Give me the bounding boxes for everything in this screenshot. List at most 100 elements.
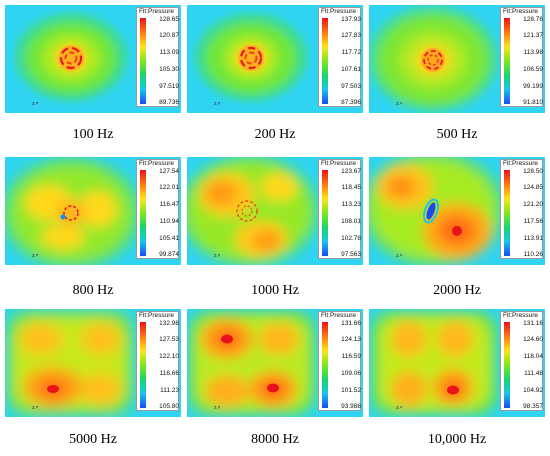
tick-label: 89.736 xyxy=(159,99,179,106)
colorbar: Flt:Pressure 128.65 120.87 113.09 105.30… xyxy=(136,7,179,107)
tick-label: 110.94 xyxy=(159,218,179,225)
colorbar-gradient xyxy=(140,170,146,256)
colorbar-title: Flt:Pressure xyxy=(139,312,175,319)
colorbar-gradient xyxy=(504,170,510,256)
tick-label: 128.76 xyxy=(523,16,543,23)
tick-label: 120.87 xyxy=(159,32,179,39)
tick-label: 113.91 xyxy=(523,235,543,242)
pressure-map-5000hz: Flt:Pressure 132.96 127.53 122.10 116.66… xyxy=(5,309,181,417)
pressure-map-1000hz: Flt:Pressure 123.67 118.45 113.23 108.01… xyxy=(187,157,363,265)
tick-label: 107.61 xyxy=(341,66,361,73)
tick-label: 117.56 xyxy=(523,218,543,225)
tick-label: 105.80 xyxy=(159,403,179,410)
tick-label: 111.23 xyxy=(160,387,179,394)
colorbar-title: Flt:Pressure xyxy=(321,160,357,167)
pressure-map-2000hz: Flt:Pressure 128.50 124.85 121.20 117.56… xyxy=(369,157,545,265)
tick-label: 113.23 xyxy=(341,201,361,208)
tick-label: 124.13 xyxy=(341,336,361,343)
colorbar-gradient xyxy=(504,322,510,408)
tick-label: 108.01 xyxy=(341,218,361,225)
tick-label: 131.66 xyxy=(341,320,361,327)
pressure-map-800hz: Flt:Pressure 127.54 122.01 116.47 110.94… xyxy=(5,157,181,265)
colorbar-gradient xyxy=(504,18,510,104)
axis-triad-icon: z↗ xyxy=(214,253,221,259)
colorbar-title: Flt:Pressure xyxy=(321,8,357,15)
colorbar-title: Flt:Pressure xyxy=(503,8,539,15)
colorbar-title: Flt:Pressure xyxy=(321,312,357,319)
colorbar: Flt:Pressure 131.16 124.60 118.04 111.48… xyxy=(500,311,543,411)
tick-label: 99.199 xyxy=(523,83,543,90)
pressure-field xyxy=(5,157,181,265)
pressure-map-500hz: Flt:Pressure 128.76 121.37 113.98 106.59… xyxy=(369,5,545,113)
pressure-map-8000hz: Flt:Pressure 131.66 124.13 116.59 109.06… xyxy=(187,309,363,417)
frequency-caption: 800 Hz xyxy=(72,283,114,298)
pressure-field xyxy=(5,309,181,417)
frequency-caption: 500 Hz xyxy=(436,127,478,142)
tick-label: 121.20 xyxy=(523,201,543,208)
frequency-caption: 1000 Hz xyxy=(251,283,299,298)
tick-label: 111.48 xyxy=(524,370,543,377)
tick-label: 122.01 xyxy=(159,184,179,191)
pressure-map-200hz: Flt:Pressure 137.93 127.83 117.72 107.61… xyxy=(187,5,363,113)
colorbar: Flt:Pressure 131.66 124.13 116.59 109.06… xyxy=(318,311,361,411)
axis-triad-icon: z↗ xyxy=(396,253,403,259)
frequency-caption: 10,000 Hz xyxy=(427,432,487,447)
tick-label: 128.50 xyxy=(523,168,543,175)
colorbar-gradient xyxy=(322,322,328,408)
tick-label: 97.503 xyxy=(341,83,361,90)
frequency-caption: 100 Hz xyxy=(72,127,114,142)
tick-label: 104.92 xyxy=(523,387,543,394)
colorbar: Flt:Pressure 132.96 127.53 122.10 116.66… xyxy=(136,311,179,411)
axis-triad-icon: z↗ xyxy=(214,101,221,107)
axis-triad-icon: z↗ xyxy=(396,101,403,107)
tick-label: 91.810 xyxy=(523,99,543,106)
tick-label: 105.41 xyxy=(159,235,179,242)
tick-label: 123.67 xyxy=(341,168,361,175)
tick-label: 121.37 xyxy=(523,32,543,39)
axis-triad-icon: z↗ xyxy=(32,253,39,259)
colorbar-title: Flt:Pressure xyxy=(139,160,175,167)
colorbar-title: Flt:Pressure xyxy=(139,8,175,15)
tick-label: 102.78 xyxy=(341,235,361,242)
tick-label: 116.66 xyxy=(159,370,179,377)
tick-label: 99.874 xyxy=(159,251,179,258)
pressure-map-10000hz: Flt:Pressure 131.16 124.60 118.04 111.48… xyxy=(369,309,545,417)
tick-label: 127.54 xyxy=(159,168,179,175)
axis-triad-icon: z↗ xyxy=(32,405,39,411)
tick-label: 93.988 xyxy=(341,403,361,410)
tick-label: 116.47 xyxy=(159,201,179,208)
colorbar-gradient xyxy=(322,18,328,104)
tick-label: 98.357 xyxy=(523,403,543,410)
tick-label: 113.98 xyxy=(523,49,543,56)
axis-triad-icon: z↗ xyxy=(396,405,403,411)
colorbar: Flt:Pressure 123.67 118.45 113.23 108.01… xyxy=(318,159,361,259)
tick-label: 110.26 xyxy=(523,251,543,258)
frequency-caption: 5000 Hz xyxy=(69,432,117,447)
tick-label: 117.72 xyxy=(341,49,361,56)
colorbar-title: Flt:Pressure xyxy=(503,160,539,167)
tick-label: 124.60 xyxy=(523,336,543,343)
tick-label: 128.65 xyxy=(159,16,179,23)
tick-label: 124.85 xyxy=(523,184,543,191)
colorbar: Flt:Pressure 128.76 121.37 113.98 106.59… xyxy=(500,7,543,107)
tick-label: 131.16 xyxy=(523,320,543,327)
tick-label: 116.59 xyxy=(341,353,361,360)
pressure-map-100hz: Flt:Pressure 128.65 120.87 113.09 105.30… xyxy=(5,5,181,113)
tick-label: 137.93 xyxy=(341,16,361,23)
colorbar: Flt:Pressure 137.93 127.83 117.72 107.61… xyxy=(318,7,361,107)
tick-label: 105.30 xyxy=(159,66,179,73)
tick-label: 109.06 xyxy=(341,370,361,377)
tick-label: 118.45 xyxy=(341,184,361,191)
colorbar-gradient xyxy=(322,170,328,256)
tick-label: 113.09 xyxy=(159,49,179,56)
frequency-caption: 200 Hz xyxy=(254,127,296,142)
tick-label: 97.563 xyxy=(341,251,361,258)
colorbar: Flt:Pressure 127.54 122.01 116.47 110.94… xyxy=(136,159,179,259)
tick-label: 101.52 xyxy=(341,387,361,394)
axis-triad-icon: z↗ xyxy=(32,101,39,107)
frequency-caption: 8000 Hz xyxy=(251,432,299,447)
tick-label: 118.04 xyxy=(523,353,543,360)
colorbar-title: Flt:Pressure xyxy=(503,312,539,319)
tick-label: 97.519 xyxy=(159,83,179,90)
tick-label: 122.10 xyxy=(159,353,179,360)
